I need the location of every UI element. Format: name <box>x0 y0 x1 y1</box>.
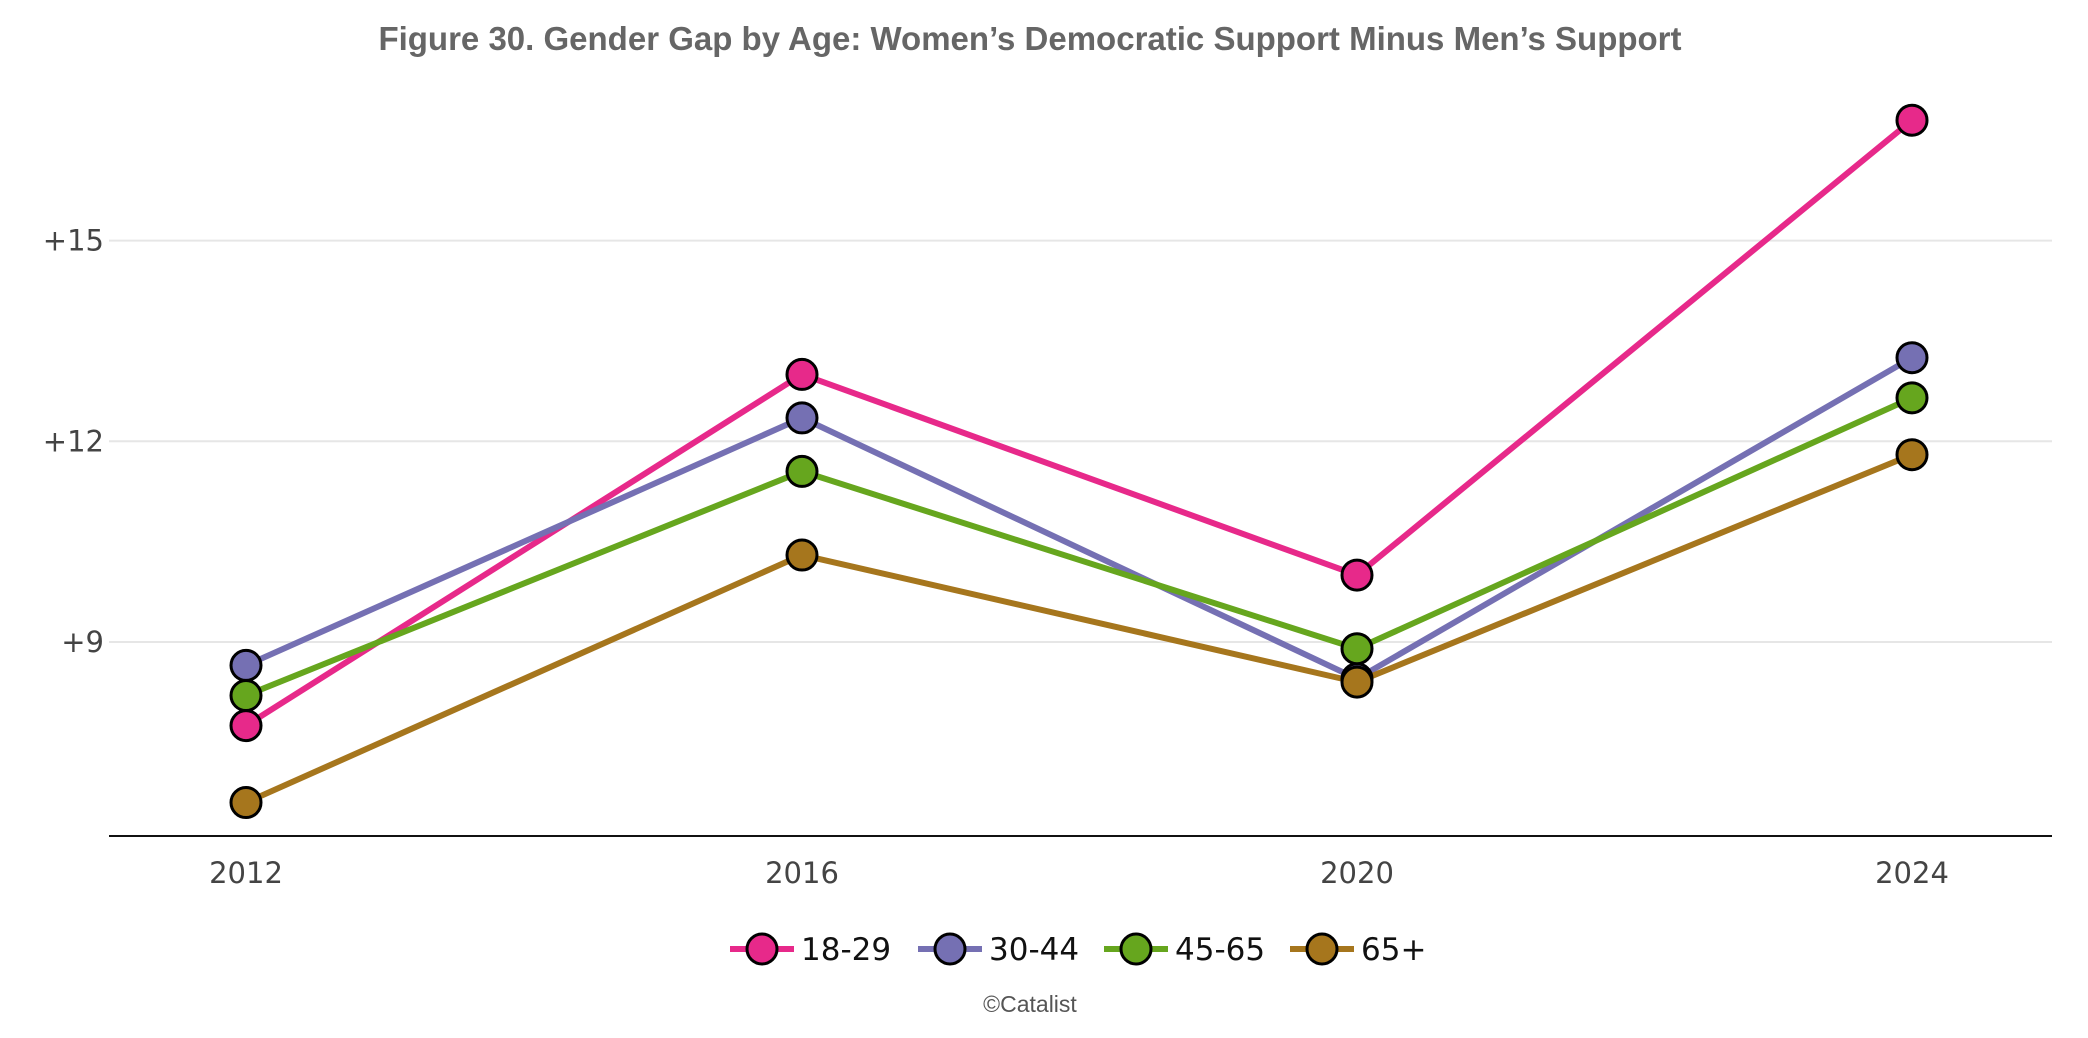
legend: 18-29 30-44 45-65 65+ <box>730 932 1426 968</box>
data-point-30-44-2016 <box>785 401 819 435</box>
data-point-65+-2012 <box>229 786 263 820</box>
x-tick-label: 2020 <box>1320 856 1394 890</box>
series-lines <box>244 117 1914 806</box>
series-line-30-44 <box>244 355 1914 682</box>
data-point-18-29-2024 <box>1895 103 1929 137</box>
series-points <box>229 103 1929 820</box>
data-point-45-65-2024 <box>1895 381 1929 415</box>
y-axis-tick-labels: +9 +12 +15 <box>43 224 104 659</box>
y-tick-label: +12 <box>43 424 104 458</box>
data-point-30-44-2012 <box>229 648 263 682</box>
data-point-30-44-2024 <box>1895 341 1929 375</box>
chart-title: Figure 30. Gender Gap by Age: Women’s De… <box>378 20 1681 57</box>
series-line-65+ <box>244 451 1914 806</box>
series-line-18-29 <box>244 117 1914 729</box>
legend-marker-65+ <box>1305 932 1339 966</box>
legend-label-30-44: 30-44 <box>989 932 1079 968</box>
x-axis-tick-labels: 2012 2016 2020 2024 <box>209 856 1949 890</box>
y-tick-label: +9 <box>61 625 104 659</box>
data-point-65+-2024 <box>1895 438 1929 472</box>
data-point-18-29-2016 <box>785 357 819 391</box>
x-tick-label: 2012 <box>209 856 283 890</box>
data-point-45-65-2016 <box>785 454 819 488</box>
legend-marker-45-65 <box>1119 932 1153 966</box>
x-tick-label: 2024 <box>1875 856 1949 890</box>
legend-label-18-29: 18-29 <box>801 932 891 968</box>
data-point-18-29-2012 <box>229 709 263 743</box>
legend-marker-30-44 <box>933 932 967 966</box>
y-tick-label: +15 <box>43 224 104 258</box>
series-line-45-65 <box>244 395 1914 699</box>
data-point-65+-2016 <box>785 538 819 572</box>
data-point-45-65-2020 <box>1340 632 1374 666</box>
legend-label-45-65: 45-65 <box>1175 932 1265 968</box>
gridlines <box>109 239 2052 643</box>
x-tick-label: 2016 <box>765 856 839 890</box>
legend-label-65+: 65+ <box>1361 932 1426 968</box>
legend-marker-18-29 <box>745 932 779 966</box>
chart-credit: ©Catalist <box>983 991 1077 1017</box>
data-point-65+-2020 <box>1340 665 1374 699</box>
data-point-18-29-2020 <box>1340 558 1374 592</box>
data-point-45-65-2012 <box>229 679 263 713</box>
